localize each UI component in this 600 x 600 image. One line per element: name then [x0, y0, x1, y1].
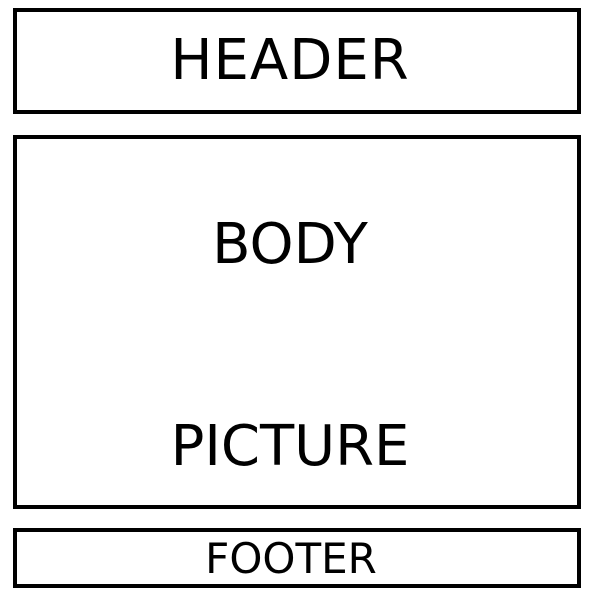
footer-box: FOOTER [13, 528, 581, 588]
body-box: BODY PICTURE [13, 135, 581, 509]
header-label: HEADER [170, 33, 409, 89]
footer-label: FOOTER [205, 538, 377, 580]
header-box: HEADER [13, 8, 581, 114]
picture-label: PICTURE [3, 419, 577, 475]
body-label: BODY [3, 217, 577, 273]
